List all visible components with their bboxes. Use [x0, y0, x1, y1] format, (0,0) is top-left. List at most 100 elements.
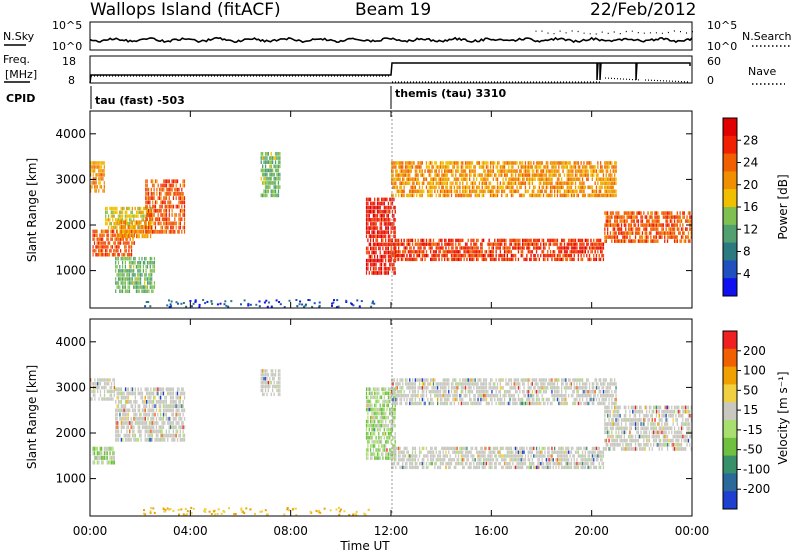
power-cell	[473, 243, 474, 246]
power-cell	[503, 165, 504, 169]
power-cell	[503, 186, 504, 190]
velocity-cell	[173, 421, 174, 425]
velocity-cell	[111, 460, 112, 464]
power-cell	[438, 254, 439, 257]
power-cell	[515, 243, 516, 246]
power-cell	[397, 254, 398, 257]
velocity-cell	[115, 400, 116, 404]
velocity-cell	[371, 456, 372, 460]
power-cell	[468, 165, 469, 169]
velocity-cell	[514, 447, 515, 450]
velocity-cell	[135, 417, 136, 421]
power-cell	[547, 239, 548, 242]
power-cell	[402, 194, 403, 198]
power-cell	[503, 177, 504, 181]
power-cell	[140, 230, 141, 234]
velocity-cell	[444, 454, 445, 457]
power-cell	[415, 165, 416, 169]
velocity-cell	[392, 462, 393, 465]
power-cell	[142, 225, 143, 229]
velocity-cell	[377, 416, 378, 420]
power-cell	[142, 214, 143, 217]
power-cell	[547, 181, 548, 185]
power-cell	[647, 219, 648, 223]
power-cell	[445, 186, 446, 190]
power-cell	[132, 234, 133, 238]
power-cell	[93, 230, 94, 234]
power-cell	[567, 194, 568, 198]
power-cell	[597, 161, 598, 165]
velocity-cell	[128, 400, 129, 404]
power-cell	[397, 250, 398, 253]
power-cell	[583, 173, 584, 177]
power-cell	[371, 202, 372, 206]
power-cell	[686, 219, 687, 223]
power-cell	[654, 235, 655, 239]
power-cell	[401, 243, 402, 246]
power-cell	[606, 177, 607, 181]
velocity-cell	[367, 404, 368, 408]
velocity-cell	[180, 396, 181, 400]
velocity-cell	[529, 458, 530, 461]
power-cell	[647, 223, 648, 227]
power-cell	[451, 254, 452, 257]
velocity-cell	[380, 440, 381, 444]
power-cell	[482, 258, 483, 261]
power-cell	[136, 220, 137, 224]
power-cell	[501, 194, 502, 198]
power-cell	[512, 169, 513, 173]
power-cell	[565, 258, 566, 261]
power-cell	[404, 239, 405, 242]
power-cell	[526, 239, 527, 242]
velocity-cell	[118, 430, 119, 434]
power-cell	[430, 181, 431, 185]
power-cell	[114, 207, 115, 210]
power-cell	[473, 177, 474, 181]
velocity-cell	[121, 396, 122, 400]
power-cell	[268, 160, 269, 164]
y-tick-label: 3000	[55, 172, 86, 186]
power-cell	[540, 190, 541, 194]
velocity-cell	[369, 436, 370, 440]
power-cell	[562, 161, 563, 165]
power-cell	[515, 177, 516, 181]
velocity-cell	[464, 466, 465, 469]
power-cell	[466, 186, 467, 190]
power-cell	[452, 254, 453, 257]
velocity-cell	[159, 408, 160, 412]
power-cell	[268, 152, 269, 156]
power-cell	[384, 214, 385, 218]
power-cell	[393, 230, 394, 234]
velocity-cell	[366, 396, 367, 400]
velocity-cell	[516, 458, 517, 461]
velocity-cell	[468, 466, 469, 469]
power-cell	[604, 186, 605, 190]
velocity-cell	[509, 458, 510, 461]
power-cell	[402, 173, 403, 177]
velocity-cell	[413, 466, 414, 469]
power-cell	[657, 215, 658, 219]
power-cell	[465, 246, 466, 249]
velocity-cell	[166, 417, 167, 421]
power-cell	[501, 258, 502, 261]
power-cell	[420, 194, 421, 198]
velocity-cell	[104, 447, 105, 451]
power-cell	[115, 265, 116, 269]
power-cell	[487, 243, 488, 246]
power-cell	[511, 161, 512, 165]
power-cell	[128, 214, 129, 217]
velocity-cell	[132, 425, 133, 429]
power-cell	[500, 239, 501, 242]
velocity-cell	[501, 447, 502, 450]
power-cell	[470, 169, 471, 173]
power-cell	[422, 258, 423, 261]
power-cell	[151, 179, 152, 183]
power-cell	[183, 226, 184, 230]
power-cell	[104, 169, 105, 173]
power-cell	[178, 205, 179, 209]
power-cell	[477, 161, 478, 165]
power-cell	[522, 161, 523, 165]
power-cell	[533, 239, 534, 242]
power-cell	[268, 185, 269, 189]
power-cell	[162, 217, 163, 221]
